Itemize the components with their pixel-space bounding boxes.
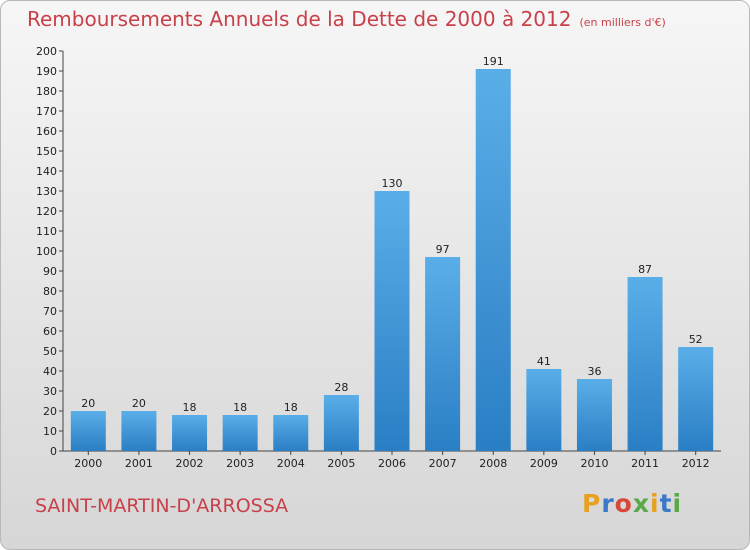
bar-2004	[273, 415, 309, 451]
bar-2001	[121, 411, 157, 451]
proxiti-logo: Proxiti	[582, 489, 682, 518]
y-tick-label: 40	[43, 365, 57, 378]
chart-bars: 20 20 18 18 18 28 130 97 191 41 36 87 52	[70, 55, 714, 451]
bar-2003	[222, 415, 258, 451]
x-tick-label-2009: 2009	[530, 457, 558, 470]
value-label-2012: 52	[689, 333, 703, 346]
bar-2011	[627, 277, 663, 451]
chart-title-text: Remboursements Annuels de la Dette de 20…	[27, 7, 572, 31]
x-tick-label-2004: 2004	[277, 457, 305, 470]
x-tick-label-2008: 2008	[479, 457, 507, 470]
y-tick-label: 200	[36, 45, 57, 58]
bar-2012	[678, 347, 714, 451]
value-label-2001: 20	[132, 397, 146, 410]
bar-2000	[70, 411, 106, 451]
x-tick-label-2006: 2006	[378, 457, 406, 470]
bar-2009	[526, 369, 562, 451]
value-label-2002: 18	[183, 401, 197, 414]
value-label-2010: 36	[587, 365, 601, 378]
bar-2007	[425, 257, 461, 451]
y-tick-label: 20	[43, 405, 57, 418]
logo-letter: i	[650, 489, 660, 518]
y-tick-label: 60	[43, 325, 57, 338]
chart-subtitle: (en milliers d'€)	[579, 16, 666, 29]
value-label-2003: 18	[233, 401, 247, 414]
logo-letter: P	[582, 489, 602, 518]
value-label-2005: 28	[334, 381, 348, 394]
value-label-2008: 191	[483, 55, 504, 68]
y-tick-label: 110	[36, 225, 57, 238]
value-label-2000: 20	[81, 397, 95, 410]
x-tick-label-2005: 2005	[327, 457, 355, 470]
y-tick-label: 160	[36, 125, 57, 138]
bar-2005	[323, 395, 359, 451]
bar-2008	[475, 69, 511, 451]
logo-letter: t	[659, 489, 673, 518]
y-tick-label: 170	[36, 105, 57, 118]
value-label-2004: 18	[284, 401, 298, 414]
logo-letter: o	[614, 489, 633, 518]
y-tick-label: 30	[43, 385, 57, 398]
y-tick-label: 70	[43, 305, 57, 318]
x-tick-label-2003: 2003	[226, 457, 254, 470]
value-label-2009: 41	[537, 355, 551, 368]
y-tick-label: 150	[36, 145, 57, 158]
bar-2010	[576, 379, 612, 451]
x-tick-label-2002: 2002	[176, 457, 204, 470]
x-tick-label-2011: 2011	[631, 457, 659, 470]
value-label-2007: 97	[436, 243, 450, 256]
y-tick-label: 0	[50, 445, 57, 458]
y-tick-label: 50	[43, 345, 57, 358]
y-tick-label: 130	[36, 185, 57, 198]
y-tick-label: 80	[43, 285, 57, 298]
x-tick-label-2000: 2000	[74, 457, 102, 470]
bar-2006	[374, 191, 410, 451]
x-tick-label-2010: 2010	[580, 457, 608, 470]
value-label-2006: 130	[382, 177, 403, 190]
y-tick-label: 140	[36, 165, 57, 178]
y-tick-label: 190	[36, 65, 57, 78]
value-label-2011: 87	[638, 263, 652, 276]
logo-letter: i	[672, 489, 683, 518]
logo-letter: x	[632, 489, 650, 518]
city-name: SAINT-MARTIN-D'ARROSSA	[35, 495, 289, 517]
chart-title: Remboursements Annuels de la Dette de 20…	[27, 7, 666, 31]
logo-letter: r	[601, 489, 615, 518]
y-tick-label: 10	[43, 425, 57, 438]
y-tick-label: 180	[36, 85, 57, 98]
y-tick-label: 100	[36, 245, 57, 258]
y-tick-label: 90	[43, 265, 57, 278]
x-tick-label-2001: 2001	[125, 457, 153, 470]
chart-axes: 0 10 20 30 40 50 60 70 80 90 100 110 120 130 140 150 160…	[36, 45, 721, 470]
y-tick-label: 120	[36, 205, 57, 218]
x-tick-label-2012: 2012	[682, 457, 710, 470]
bar-2002	[172, 415, 208, 451]
x-tick-label-2007: 2007	[429, 457, 457, 470]
